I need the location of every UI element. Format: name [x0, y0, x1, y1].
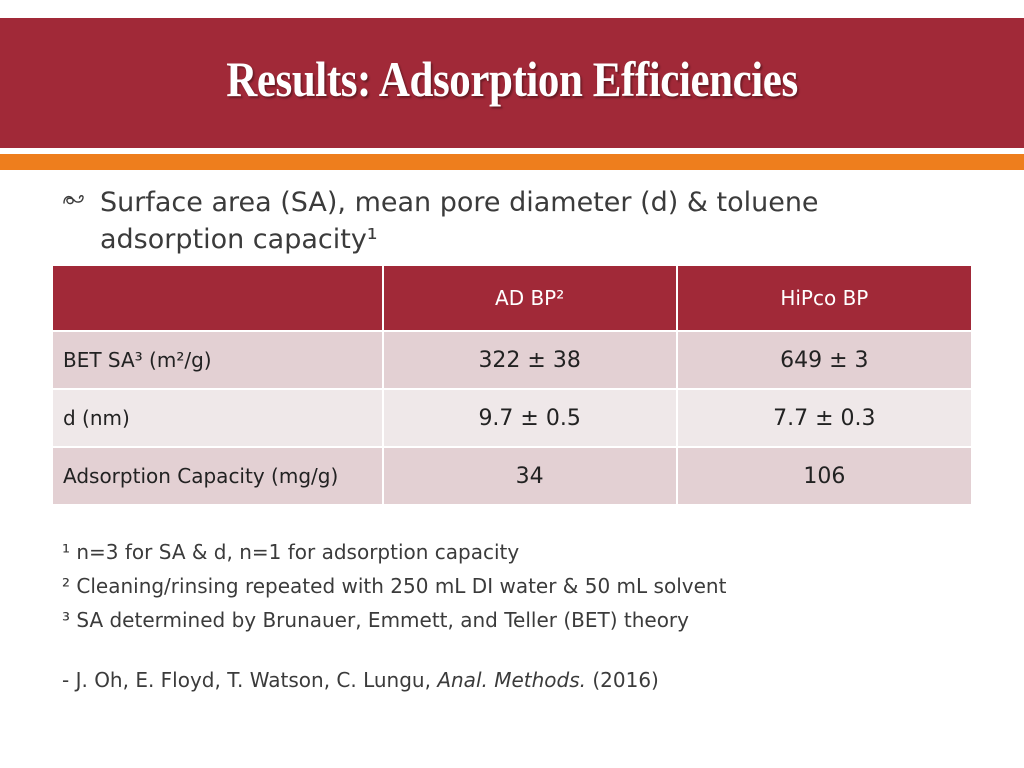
header-hipco-bp: HiPco BP	[675, 264, 974, 332]
footnote-3: ³ SA determined by Brunauer, Emmett, and…	[62, 608, 689, 632]
header-empty-cell	[51, 264, 384, 332]
cell-hipco-bp: 649 ± 3	[675, 330, 974, 390]
row-label: Adsorption Capacity (mg/g)	[51, 446, 384, 506]
cell-hipco-bp: 106	[675, 446, 974, 506]
table-header-row: AD BP² HiPco BP	[51, 264, 974, 332]
citation-year: (2016)	[586, 668, 659, 692]
citation-journal: Anal. Methods.	[437, 668, 586, 692]
cell-ad-bp: 322 ± 38	[381, 330, 678, 390]
footnotes: ¹ n=3 for SA & d, n=1 for adsorption cap…	[62, 535, 726, 637]
citation-authors: - J. Oh, E. Floyd, T. Watson, C. Lungu,	[62, 668, 438, 692]
row-label: BET SA³ (m²/g)	[51, 330, 384, 390]
results-table: AD BP² HiPco BP BET SA³ (m²/g) 322 ± 38 …	[51, 264, 974, 506]
bullet-text: Surface area (SA), mean pore diameter (d…	[100, 184, 960, 258]
table-row: d (nm) 9.7 ± 0.5 7.7 ± 0.3	[51, 388, 974, 448]
swash-bullet-icon	[63, 195, 84, 205]
cell-hipco-bp: 7.7 ± 0.3	[675, 388, 974, 448]
slide-title: Results: Adsorption Efficiencies	[226, 51, 798, 107]
row-label: d (nm)	[51, 388, 384, 448]
table-row: Adsorption Capacity (mg/g) 34 106	[51, 446, 974, 506]
accent-band	[0, 154, 1024, 170]
citation: - J. Oh, E. Floyd, T. Watson, C. Lungu, …	[62, 668, 659, 692]
bullet-line-1: Surface area (SA), mean pore diameter (d…	[100, 187, 819, 218]
footnote-1: ¹ n=3 for SA & d, n=1 for adsorption cap…	[62, 540, 520, 564]
footnote-2: ² Cleaning/rinsing repeated with 250 mL …	[62, 574, 727, 598]
header-ad-bp: AD BP²	[381, 264, 678, 332]
cell-ad-bp: 34	[381, 446, 678, 506]
cell-ad-bp: 9.7 ± 0.5	[381, 388, 678, 448]
table-row: BET SA³ (m²/g) 322 ± 38 649 ± 3	[51, 330, 974, 390]
title-band	[0, 18, 1024, 148]
bullet-line-2: adsorption capacity¹	[100, 224, 378, 255]
